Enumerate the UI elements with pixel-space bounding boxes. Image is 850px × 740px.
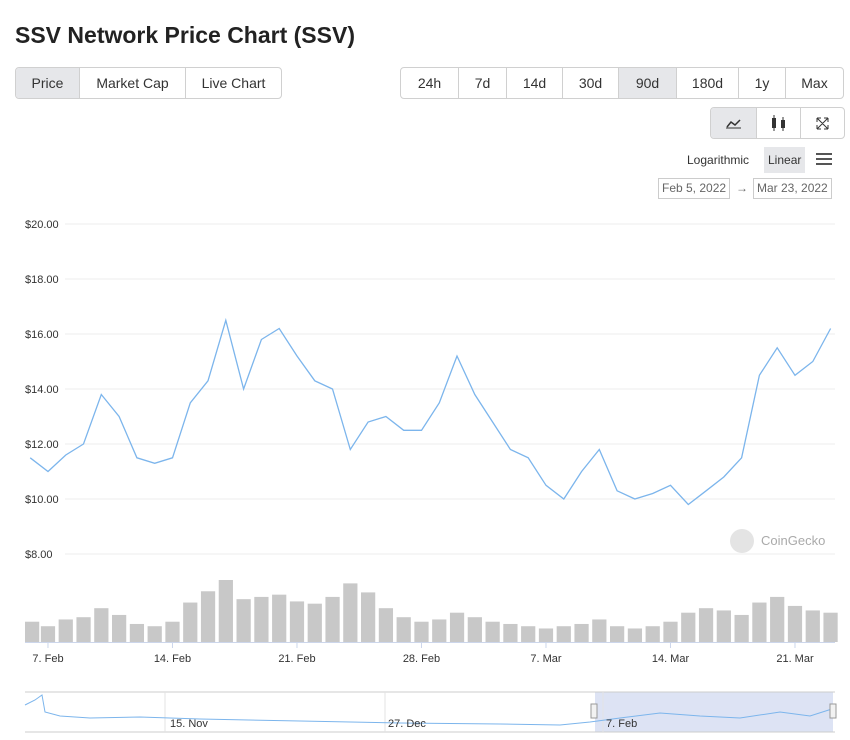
- volume-bar: [58, 619, 73, 642]
- navigator-handle[interactable]: [590, 703, 598, 719]
- range[interactable]: 90d: [619, 68, 677, 98]
- volume-bar: [610, 626, 625, 642]
- range[interactable]: 180d: [677, 68, 739, 98]
- volume-bar: [414, 621, 429, 642]
- menu-icon[interactable]: [815, 152, 835, 168]
- volume-bar: [183, 602, 198, 642]
- volume-bar: [272, 594, 287, 642]
- tab-group: Price Market Cap Live Chart: [15, 67, 282, 99]
- range[interactable]: 14d: [507, 68, 563, 98]
- volume-bar: [485, 621, 500, 642]
- tab[interactable]: Live Chart: [201, 75, 266, 91]
- y-tick-label: $10.00: [25, 494, 59, 506]
- volume-bar: [378, 608, 394, 642]
- y-tick-label: $20.00: [25, 219, 59, 231]
- volume-bar: [76, 617, 91, 642]
- x-tick-label: 21. Mar: [776, 653, 814, 665]
- volume-bar: [681, 612, 696, 642]
- volume-bar: [823, 612, 838, 642]
- navigator-label: 27. Dec: [388, 718, 426, 730]
- y-tick-label: $16.00: [25, 329, 59, 341]
- candle-button[interactable]: [757, 108, 801, 138]
- navigator-border: [25, 691, 835, 733]
- x-tick-label: 14. Mar: [652, 653, 690, 665]
- volume-bar: [396, 617, 411, 642]
- y-tick-label: $12.00: [25, 439, 59, 451]
- volume-bar: [165, 621, 180, 642]
- range-group: 24h 7d 14d 30d 90d 180d 1y Max: [400, 67, 844, 99]
- volume-bar: [467, 617, 482, 642]
- volume-bar: [503, 623, 518, 642]
- x-tick-label: 14. Feb: [154, 653, 191, 665]
- volume-bar: [449, 612, 465, 642]
- linear-option[interactable]: Linear: [764, 147, 806, 173]
- volume-bar: [734, 614, 749, 642]
- date-arrow: →: [736, 181, 748, 195]
- range[interactable]: 1y: [739, 68, 786, 98]
- navigator-label: 15. Nov: [170, 718, 208, 730]
- volume-bar: [289, 601, 305, 642]
- volume-bar: [627, 628, 643, 642]
- volume-bar: [343, 583, 358, 642]
- navigator-label: 7. Feb: [606, 718, 637, 730]
- date-from[interactable]: Feb 5, 2022: [658, 178, 731, 199]
- volume-bar: [716, 610, 731, 642]
- tab[interactable]: Price: [16, 68, 80, 98]
- range[interactable]: Max: [801, 75, 828, 91]
- volume-bar: [40, 626, 56, 642]
- volume-bar: [432, 619, 447, 642]
- y-tick-label: $14.00: [25, 384, 59, 396]
- volume-bar: [521, 626, 536, 642]
- volume-bar: [325, 596, 340, 642]
- title: SSV Network Price Chart (SSV): [15, 22, 355, 48]
- navigator-selection: [595, 692, 833, 732]
- line-button[interactable]: [711, 108, 757, 138]
- volume-bar: [698, 608, 714, 642]
- x-tick-label: 21. Feb: [278, 653, 315, 665]
- volume-bar: [112, 614, 127, 642]
- watermark: CoinGecko: [761, 533, 825, 548]
- watermark-logo: [730, 529, 754, 553]
- volume-bar: [307, 603, 322, 642]
- fullscreen-button[interactable]: [801, 108, 844, 138]
- navigator-line: [24, 694, 836, 726]
- volume-bar: [770, 596, 785, 642]
- volume-bar: [361, 592, 376, 642]
- x-tick-label: 28. Feb: [403, 653, 440, 665]
- volume-bar: [218, 580, 233, 642]
- volume-bar: [147, 626, 162, 642]
- range[interactable]: 30d: [563, 68, 619, 98]
- price-line: [29, 317, 832, 506]
- tab[interactable]: Market Cap: [80, 68, 186, 98]
- volume-bar: [592, 619, 607, 642]
- x-tick-label: 7. Feb: [32, 653, 63, 665]
- chart-type-group: [710, 107, 845, 139]
- volume-bar: [236, 599, 251, 642]
- volume-bar: [129, 623, 145, 642]
- navigator-grid: [164, 692, 604, 732]
- volume-bar: [645, 626, 660, 642]
- volume-bar: [787, 605, 803, 642]
- volume-bar: [663, 621, 678, 642]
- y-tick-label: $8.00: [25, 549, 53, 561]
- volume-bar: [556, 626, 571, 642]
- volume-bar: [200, 591, 216, 642]
- navigator-handle[interactable]: [829, 703, 837, 719]
- volume-bar: [254, 596, 269, 642]
- volume-bar: [574, 623, 589, 642]
- volume-bar: [752, 602, 767, 642]
- date-to[interactable]: Mar 23, 2022: [753, 178, 832, 199]
- log-option[interactable]: Logarithmic: [687, 153, 750, 167]
- volume-bar: [25, 621, 40, 642]
- volume-bar: [538, 628, 554, 642]
- volume-bar: [94, 608, 109, 642]
- volume-bar: [805, 610, 820, 642]
- y-tick-label: $18.00: [25, 274, 59, 286]
- range[interactable]: 7d: [459, 68, 507, 98]
- range[interactable]: 24h: [401, 68, 459, 98]
- x-tick-label: 7. Mar: [530, 653, 562, 665]
